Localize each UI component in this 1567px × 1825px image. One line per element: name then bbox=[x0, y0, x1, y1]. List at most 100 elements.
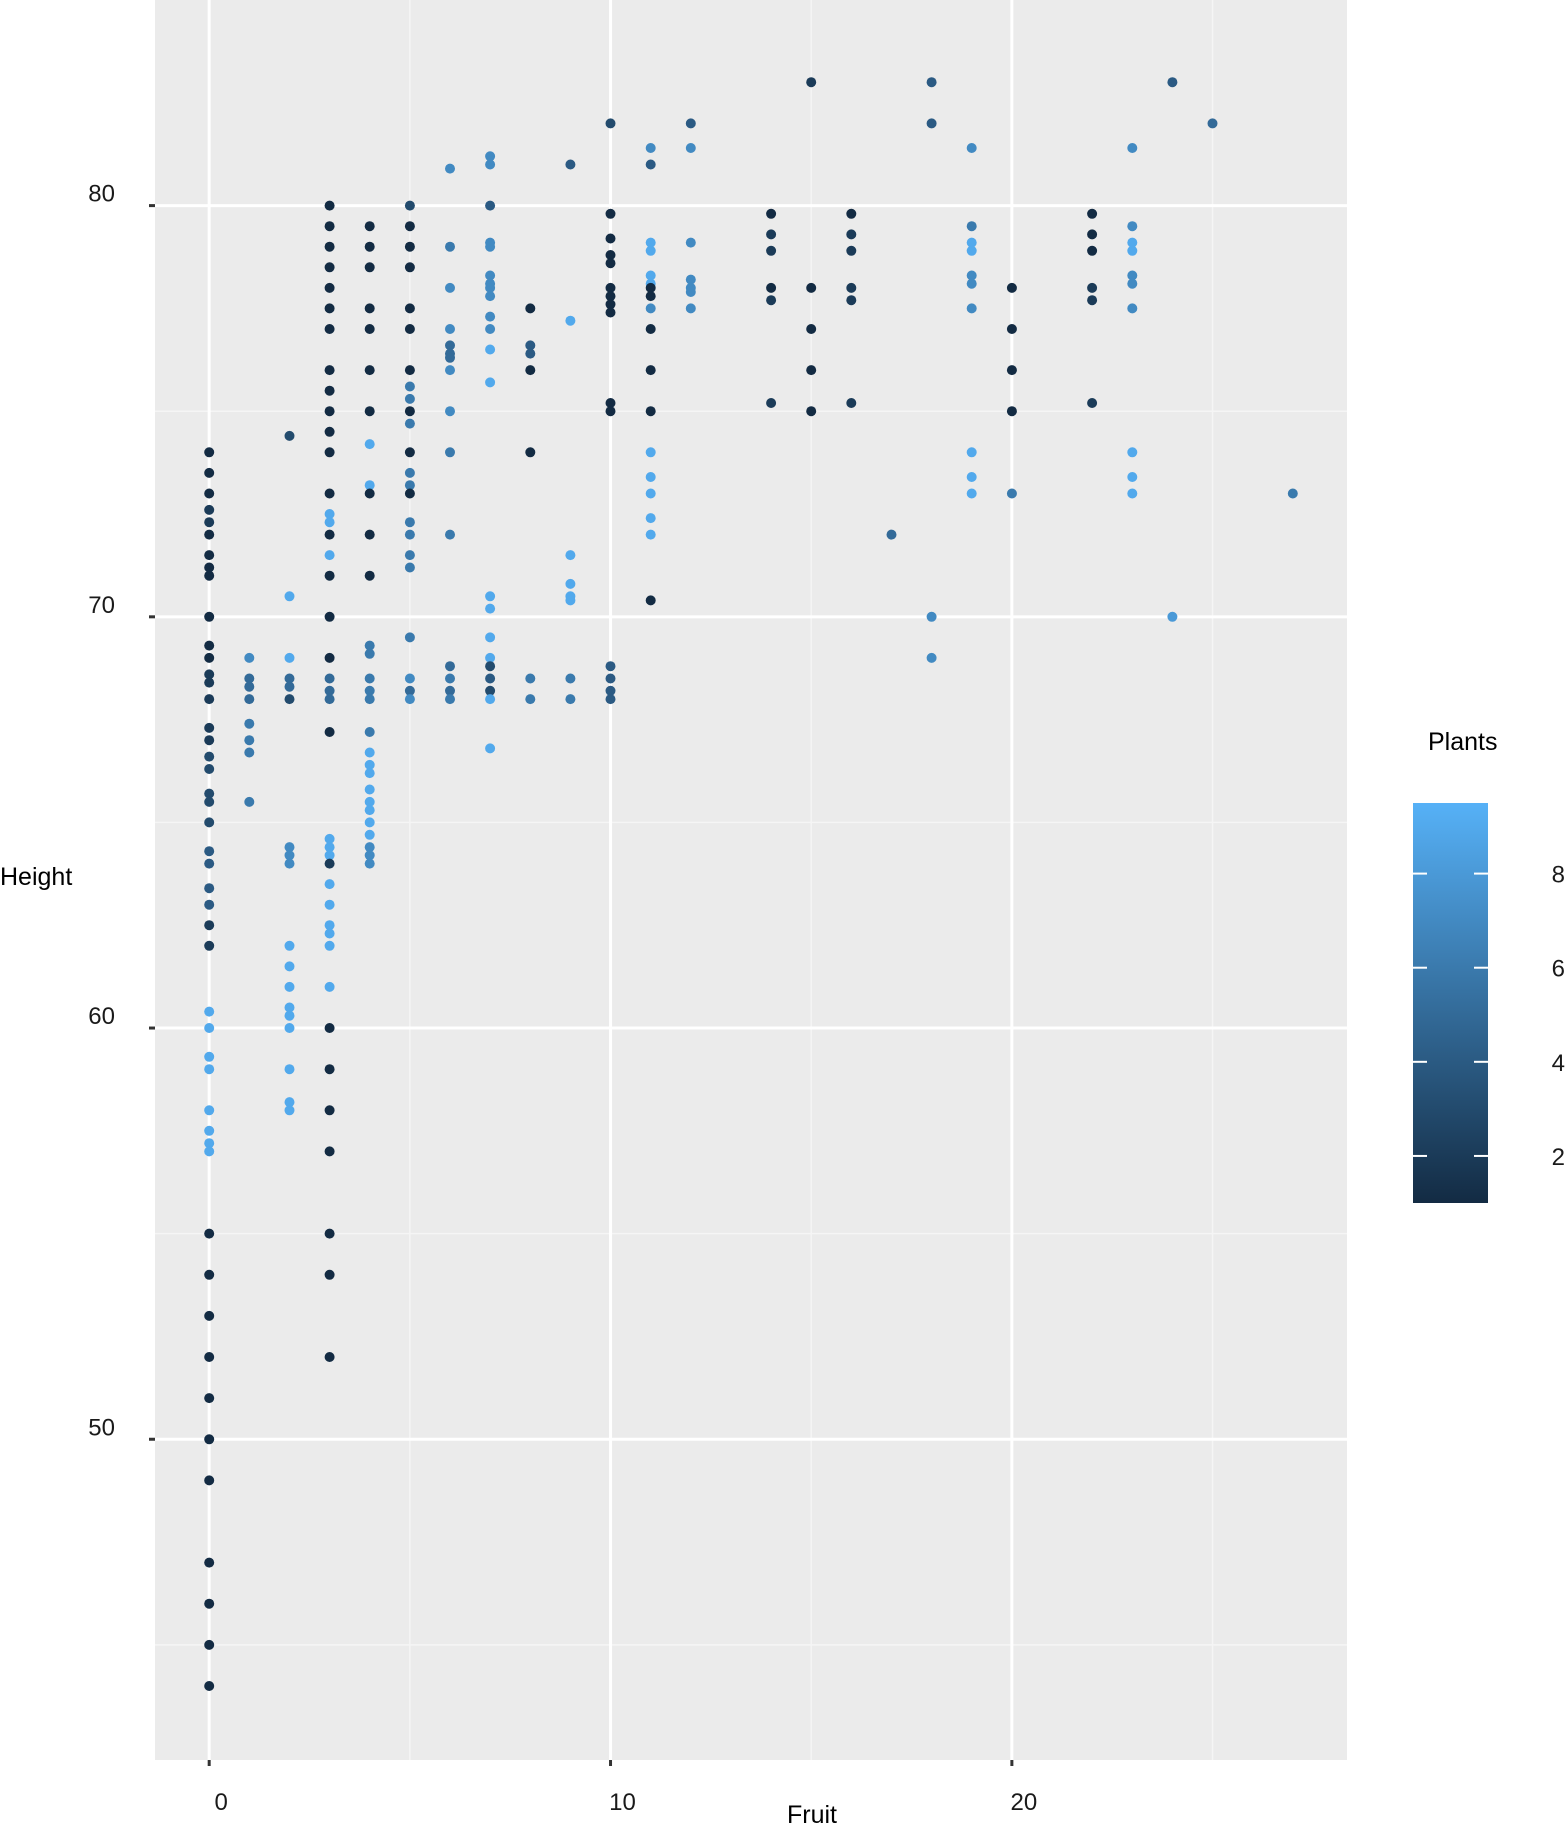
data-point bbox=[284, 1097, 295, 1108]
data-point bbox=[364, 685, 375, 696]
data-point bbox=[525, 365, 536, 376]
data-point bbox=[485, 632, 496, 643]
data-point bbox=[204, 694, 215, 705]
data-point bbox=[1087, 282, 1098, 293]
y-tick-label: 50 bbox=[88, 1414, 115, 1441]
data-point bbox=[846, 208, 857, 219]
data-point bbox=[244, 681, 255, 692]
data-point bbox=[204, 529, 215, 540]
colorbar bbox=[1413, 803, 1488, 1203]
data-point bbox=[284, 842, 295, 853]
grid-major-lines bbox=[155, 0, 1347, 1760]
data-point bbox=[1006, 365, 1017, 376]
data-point bbox=[966, 303, 977, 314]
data-point bbox=[485, 291, 496, 302]
data-point bbox=[445, 661, 455, 672]
data-point bbox=[404, 418, 415, 429]
data-point bbox=[204, 817, 215, 828]
data-point bbox=[926, 77, 937, 88]
data-point bbox=[1127, 447, 1138, 458]
data-point bbox=[485, 591, 496, 602]
data-point bbox=[204, 611, 215, 622]
data-point bbox=[324, 1228, 335, 1239]
data-point bbox=[324, 200, 335, 211]
data-point bbox=[204, 796, 215, 807]
data-point bbox=[605, 661, 616, 672]
data-point bbox=[485, 241, 496, 252]
data-point bbox=[324, 282, 335, 293]
data-point bbox=[806, 282, 817, 293]
data-point bbox=[364, 817, 375, 828]
data-point bbox=[364, 694, 375, 705]
data-point bbox=[324, 426, 335, 437]
data-point bbox=[364, 221, 375, 232]
data-point bbox=[204, 1023, 215, 1033]
data-point bbox=[404, 262, 415, 273]
data-point bbox=[364, 406, 375, 417]
data-point bbox=[404, 694, 415, 705]
data-point bbox=[364, 759, 375, 770]
data-point bbox=[1127, 303, 1138, 314]
data-point bbox=[204, 735, 215, 746]
data-point bbox=[766, 282, 777, 293]
data-point bbox=[966, 278, 977, 289]
data-point bbox=[204, 1228, 215, 1239]
data-point bbox=[1087, 245, 1098, 256]
data-point bbox=[404, 324, 415, 334]
data-point bbox=[966, 447, 977, 458]
x-axis: 0 10 20 bbox=[207, 1760, 1038, 1816]
data-point bbox=[846, 229, 857, 240]
grid-minor-lines bbox=[155, 0, 1347, 1760]
data-point bbox=[645, 159, 656, 170]
data-point bbox=[485, 694, 496, 705]
data-point bbox=[324, 406, 335, 417]
data-point bbox=[645, 513, 656, 524]
data-point bbox=[605, 208, 616, 219]
data-point bbox=[846, 295, 857, 306]
data-point bbox=[324, 447, 335, 458]
data-point bbox=[244, 747, 255, 758]
data-point bbox=[1127, 237, 1138, 248]
data-point bbox=[324, 550, 335, 561]
data-point bbox=[204, 858, 215, 869]
data-point bbox=[605, 291, 616, 302]
data-point bbox=[364, 747, 375, 758]
data-point bbox=[1167, 77, 1178, 88]
data-point bbox=[445, 406, 455, 417]
data-point bbox=[204, 940, 215, 951]
data-point bbox=[204, 751, 215, 762]
data-point bbox=[1167, 611, 1178, 622]
data-point bbox=[485, 159, 496, 170]
data-point bbox=[445, 673, 455, 684]
data-point bbox=[445, 340, 455, 351]
data-point bbox=[204, 899, 215, 910]
data-point bbox=[1087, 208, 1098, 219]
data-point bbox=[324, 1269, 335, 1280]
data-point bbox=[645, 237, 656, 248]
data-point bbox=[605, 250, 616, 260]
data-point bbox=[324, 940, 335, 951]
data-point bbox=[445, 241, 455, 252]
x-tick-label: 20 bbox=[1011, 1789, 1038, 1816]
x-tick-label: 10 bbox=[609, 1789, 636, 1816]
y-tick-label: 60 bbox=[88, 1003, 115, 1030]
data-point bbox=[204, 1138, 215, 1149]
data-point bbox=[324, 324, 335, 334]
data-point bbox=[605, 118, 616, 129]
data-point bbox=[485, 603, 496, 614]
data-point bbox=[525, 694, 536, 705]
data-point bbox=[204, 1434, 215, 1445]
data-point bbox=[966, 245, 977, 256]
data-point bbox=[565, 578, 576, 589]
data-point bbox=[364, 488, 375, 499]
y-tick-label: 70 bbox=[88, 592, 115, 619]
data-point bbox=[404, 241, 415, 252]
data-point bbox=[244, 796, 255, 807]
data-point bbox=[284, 681, 295, 692]
data-point bbox=[204, 1064, 215, 1075]
data-point bbox=[204, 652, 215, 663]
data-point bbox=[404, 393, 415, 404]
data-point bbox=[685, 143, 696, 153]
data-point bbox=[364, 673, 375, 684]
data-point bbox=[404, 467, 415, 478]
